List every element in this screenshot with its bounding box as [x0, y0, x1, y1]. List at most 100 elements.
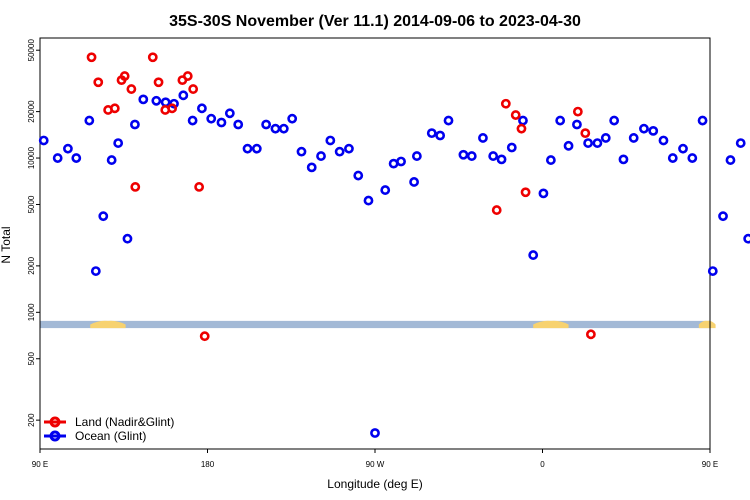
y-tick-label: 1000 — [27, 303, 36, 321]
land-point — [585, 329, 596, 340]
land-point — [109, 103, 120, 114]
legend-ocean-label: Ocean (Glint) — [75, 429, 146, 443]
ocean-point — [98, 211, 109, 222]
y-tick-label: 2000 — [27, 256, 36, 274]
ocean-point — [545, 155, 556, 165]
legend-land-marker — [49, 416, 61, 428]
legend-land-label: Land (Nadir&Glint) — [75, 415, 174, 429]
ocean-point — [187, 115, 198, 126]
ocean-point — [160, 97, 171, 108]
ocean-point — [90, 266, 101, 276]
ocean-point — [38, 135, 49, 146]
ocean-point — [370, 428, 380, 438]
ocean-point — [583, 138, 593, 148]
ocean-point — [278, 123, 289, 134]
ocean-point — [743, 233, 750, 244]
land-point — [500, 98, 511, 109]
y-tick-label: 500 — [27, 352, 36, 366]
ocean-point — [178, 90, 189, 101]
ocean-point — [122, 233, 133, 244]
land-point — [194, 182, 205, 192]
ocean-point — [528, 250, 539, 260]
ocean-point — [628, 133, 639, 143]
x-tick-label: 0 — [540, 460, 545, 469]
ocean-point — [600, 133, 611, 143]
ocean-point — [63, 143, 73, 154]
map-land-shape — [90, 320, 126, 329]
ocean-point — [216, 117, 227, 128]
data-points — [38, 52, 750, 438]
ocean-point — [84, 115, 95, 126]
x-tick-label: 180 — [201, 460, 215, 469]
ocean-point — [458, 149, 469, 160]
ocean-point — [478, 133, 488, 143]
ocean-point — [71, 153, 82, 163]
ocean-point — [206, 113, 217, 124]
x-tick-label: 90 W — [366, 460, 385, 469]
ocean-point — [344, 143, 354, 154]
ocean-point — [667, 153, 678, 163]
ocean-point — [363, 195, 374, 206]
ocean-point — [609, 115, 620, 126]
x-axis: 90 E 180 90 W 0 90 E — [32, 449, 718, 469]
ocean-point — [388, 158, 399, 169]
chart-title: 35S-30S November (Ver 11.1) 2014-09-06 t… — [169, 13, 581, 30]
ocean-point — [725, 155, 736, 165]
y-axis-label: N Total — [0, 226, 13, 263]
ocean-point — [697, 115, 708, 126]
ocean-point — [538, 188, 549, 199]
y-tick-label: 10000 — [27, 146, 36, 169]
land-point — [167, 103, 178, 114]
ocean-point — [113, 138, 124, 148]
land-point — [147, 52, 158, 63]
land-point — [182, 71, 193, 81]
ocean-point — [306, 162, 317, 173]
ocean-point — [130, 119, 140, 130]
map-land-shape — [698, 320, 716, 329]
ocean-point — [466, 151, 477, 161]
ocean-point — [396, 156, 406, 167]
ocean-point — [197, 103, 207, 114]
ocean-point — [687, 153, 698, 163]
legend-ocean-marker — [49, 430, 61, 442]
y-axis: 200 500 1000 2000 5000 10000 20000 50000 — [27, 39, 40, 427]
ocean-point — [233, 119, 244, 130]
ocean-point — [555, 115, 566, 126]
ocean-point — [106, 155, 117, 165]
ocean-point — [353, 170, 364, 181]
y-tick-label: 20000 — [27, 100, 36, 123]
x-tick-label: 90 E — [702, 460, 718, 469]
land-point — [199, 331, 210, 342]
ocean-point — [316, 151, 326, 161]
map-strip — [40, 320, 716, 329]
y-tick-label: 50000 — [27, 39, 36, 62]
land-point — [130, 182, 141, 192]
ocean-point — [618, 154, 629, 165]
land-point — [93, 77, 104, 88]
ocean-point — [242, 143, 253, 154]
x-tick-label: 90 E — [32, 460, 48, 469]
ocean-point — [678, 143, 688, 154]
map-ocean-band — [40, 320, 710, 329]
ocean-point — [426, 128, 437, 139]
ocean-point — [270, 123, 281, 134]
ocean-point — [334, 146, 345, 157]
land-point — [491, 205, 502, 215]
ocean-point — [380, 185, 391, 195]
ocean-point — [506, 142, 517, 153]
land-point — [119, 71, 130, 81]
ocean-point — [261, 119, 272, 130]
ocean-point — [296, 146, 307, 157]
y-tick-label: 5000 — [27, 195, 36, 213]
land-point — [153, 77, 164, 88]
land-point — [510, 110, 521, 120]
ocean-point — [411, 151, 422, 161]
land-point — [572, 106, 583, 117]
ocean-point — [138, 94, 149, 105]
ocean-point — [658, 135, 669, 146]
land-point — [188, 84, 199, 94]
y-tick-label: 200 — [27, 413, 36, 427]
ocean-point — [718, 211, 728, 222]
land-point — [580, 128, 591, 139]
